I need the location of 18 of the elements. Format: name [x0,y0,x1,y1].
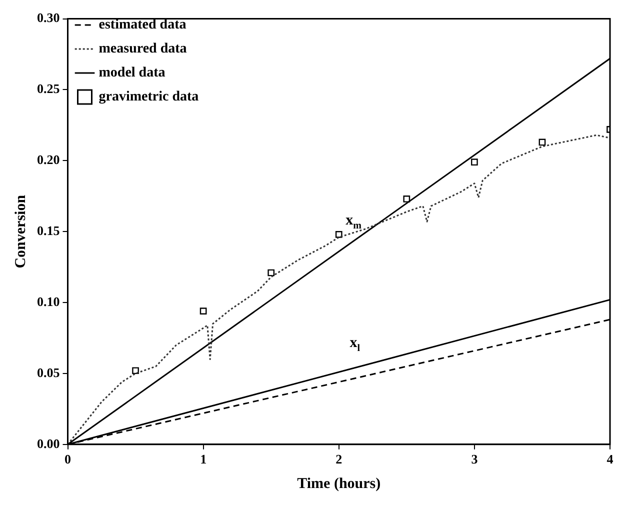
y-tick-label: 0.00 [37,436,60,451]
y-tick-label: 0.15 [37,222,60,238]
x-tick-label: 1 [200,452,207,467]
x-axis-title: Time (hours) [297,476,381,492]
y-tick-label: 0.20 [37,152,60,168]
x-tick-label: 2 [336,452,342,467]
y-axis-title: Conversion [12,194,29,268]
x-tick-label: 0 [64,452,71,467]
legend-label: measured data [98,42,187,57]
y-tick-label: 0.25 [37,81,60,96]
legend-label: gravimetric data [98,90,199,105]
y-tick-label: 0.30 [37,10,60,26]
x-tick-label: 4 [606,452,614,467]
legend-label: estimated data [98,18,186,33]
x-tick-label: 3 [471,452,478,467]
legend-label: model data [98,66,166,81]
y-tick-label: 0.10 [37,294,60,309]
y-tick-label: 0.05 [37,364,60,380]
